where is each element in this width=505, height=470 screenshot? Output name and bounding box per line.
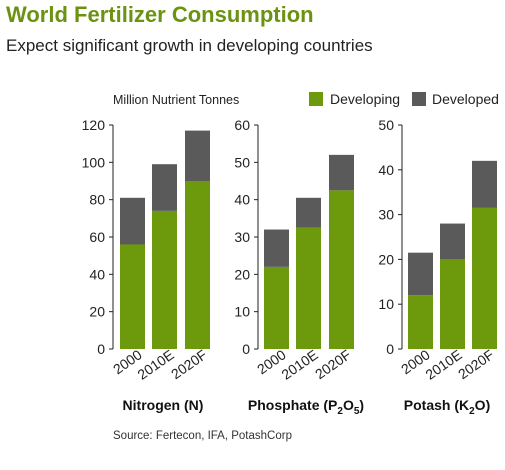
y-tick-label: 10 [378, 296, 394, 312]
y-tick-label: 20 [234, 266, 250, 282]
bar-developing-2010e [440, 259, 465, 349]
y-tick-label: 20 [378, 251, 394, 267]
y-tick-label: 0 [386, 341, 394, 357]
x-tick-label: 2020F [455, 346, 497, 382]
x-tick-label: 2020F [168, 346, 210, 382]
legend-label-developing: Developing [330, 91, 400, 107]
bar-developing-2020f [329, 190, 354, 349]
bar-developed-2010e [296, 197, 321, 228]
y-tick-label: 50 [234, 154, 250, 170]
y-tick-label: 120 [82, 117, 106, 133]
y-tick-label: 0 [97, 341, 105, 357]
x-tick-label: 2010E [278, 346, 320, 382]
bar-developed-2000 [264, 229, 289, 267]
bar-developed-2010e [440, 223, 465, 260]
y-tick-label: 50 [378, 117, 394, 133]
bar-developed-2020f [472, 160, 497, 208]
panel-title: Potash (K2O) [404, 397, 490, 417]
y-tick-label: 30 [234, 229, 250, 245]
bar-developing-2000 [408, 295, 433, 349]
y-tick-label: 100 [82, 154, 106, 170]
panel-title: Phosphate (P2O5) [248, 397, 364, 417]
legend-label-developed: Developed [432, 91, 499, 107]
panel-title: Nitrogen (N) [123, 397, 204, 413]
bar-developing-2010e [152, 210, 177, 349]
y-tick-label: 60 [89, 229, 105, 245]
y-tick-label: 80 [89, 192, 105, 208]
bar-developing-2020f [472, 207, 497, 349]
bar-developed-2020f [185, 130, 210, 181]
legend-swatch-developed [412, 92, 426, 106]
bar-developed-2020f [329, 154, 354, 191]
y-tick-label: 40 [378, 162, 394, 178]
chart-title: World Fertilizer Consumption [6, 2, 314, 27]
y-tick-label: 60 [234, 117, 250, 133]
x-tick-label: 2010E [422, 346, 464, 382]
bar-developed-2010e [152, 164, 177, 211]
legend-swatch-developing [309, 92, 323, 106]
source-note: Source: Fertecon, IFA, PotashCorp [113, 430, 292, 442]
y-tick-label: 40 [89, 266, 105, 282]
y-tick-label: 20 [89, 304, 105, 320]
bar-developing-2020f [185, 181, 210, 349]
y-tick-label: 30 [378, 207, 394, 223]
y-tick-label: 10 [234, 304, 250, 320]
x-tick-label: 2020F [312, 346, 354, 382]
bar-developed-2000 [120, 197, 145, 245]
bar-developing-2000 [120, 244, 145, 349]
y-tick-label: 0 [242, 341, 250, 357]
x-tick-label: 2010E [134, 346, 176, 382]
unit-label: Million Nutrient Tonnes [113, 93, 239, 107]
bar-developed-2000 [408, 252, 433, 296]
bar-developing-2000 [264, 266, 289, 349]
bar-developing-2010e [296, 227, 321, 349]
chart-subtitle: Expect significant growth in developing … [6, 36, 373, 55]
y-tick-label: 40 [234, 192, 250, 208]
